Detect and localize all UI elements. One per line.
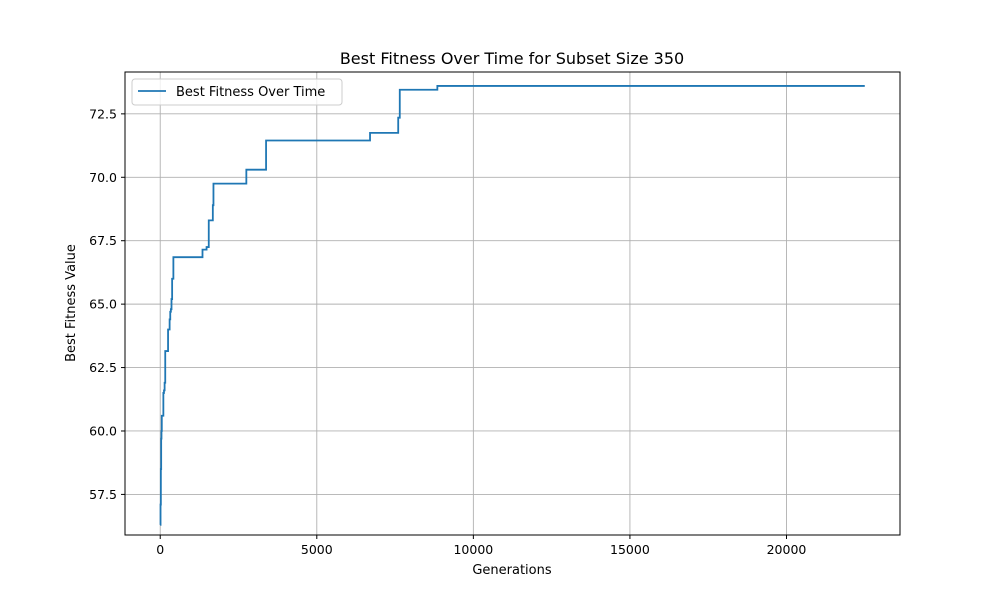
y-tick-label: 62.5 [89,360,117,375]
y-tick-label: 65.0 [89,297,117,312]
y-tick-label: 72.5 [89,106,117,121]
y-tick-label: 60.0 [89,423,117,438]
plot-frame [124,71,901,536]
y-tick-label: 70.0 [89,170,117,185]
x-tick-label: 10000 [453,542,493,557]
legend: Best Fitness Over Time [131,78,343,106]
plot-area [125,72,900,535]
y-axis-ticks: 57.5 60.0 62.5 65.0 67.5 70.0 72.5 [89,106,125,502]
series-layer [159,85,865,526]
y-tick-label: 67.5 [89,233,117,248]
legend-label: Best Fitness Over Time [176,85,325,100]
chart-title: Best Fitness Over Time for Subset Size 3… [340,49,684,68]
legend-box [131,78,343,106]
x-tick-label: 0 [156,542,164,557]
y-axis-label: Best Fitness Value [64,244,79,362]
x-axis-ticks: 0 5000 10000 15000 20000 [156,535,806,557]
x-axis-label: Generations [472,563,552,578]
x-tick-label: 15000 [610,542,650,557]
series-line [159,85,865,526]
x-tick-label: 5000 [301,542,333,557]
grid [125,72,900,535]
y-tick-label: 57.5 [89,487,117,502]
x-tick-label: 20000 [767,542,807,557]
